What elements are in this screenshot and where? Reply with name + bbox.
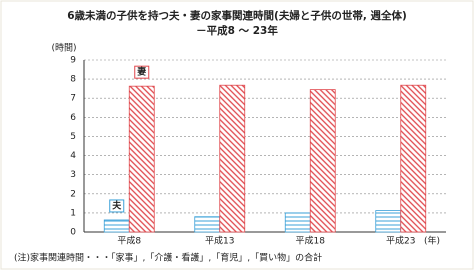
- note: (注)家事関連時間・・・「家事」,「介護・看護」,「育児」,「買い物」の合計: [14, 252, 322, 264]
- legend-label: 妻: [137, 66, 146, 78]
- x-tick-label: 平成23: [386, 235, 415, 247]
- y-tick-label: 2: [70, 189, 76, 199]
- x-axis-label: (年): [424, 235, 440, 247]
- x-tick-label: 平成18: [296, 235, 326, 247]
- bar: [128, 85, 155, 233]
- y-tick-label: 5: [70, 132, 76, 142]
- legend-box: [134, 65, 150, 79]
- bar: [103, 219, 130, 233]
- bar: [400, 84, 427, 233]
- x-tick-label: 平成8: [117, 235, 141, 247]
- bar: [375, 210, 402, 233]
- legend-label: 夫: [112, 199, 122, 211]
- y-tick-label: 7: [70, 94, 76, 104]
- chart-title: 6歳未満の子供を持つ夫・妻の家事関連時間(夫婦と子供の世帯, 週全体): [67, 9, 407, 22]
- bar: [219, 84, 246, 233]
- y-tick-label: 4: [70, 151, 76, 161]
- legend-box: [109, 199, 125, 213]
- y-tick-label: 3: [70, 170, 76, 180]
- bar: [309, 89, 336, 233]
- y-tick-label: 9: [70, 56, 76, 66]
- y-tick-label: 1: [70, 208, 76, 218]
- y-axis-label: (時間): [51, 43, 76, 54]
- bar: [194, 216, 221, 233]
- bar: [284, 212, 311, 233]
- y-tick-label: 6: [70, 113, 76, 123]
- x-tick-label: 平成13: [205, 235, 234, 247]
- chart-subtitle: －平成8 ～ 23年: [196, 24, 278, 37]
- y-tick-label: 0: [70, 228, 76, 238]
- y-tick-label: 8: [70, 75, 76, 85]
